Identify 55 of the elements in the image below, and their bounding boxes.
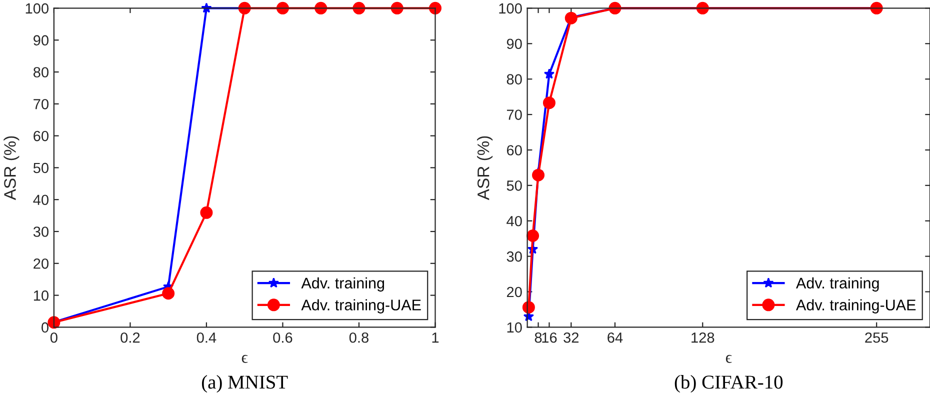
y-tick-label: 40 [506, 216, 522, 226]
y-tick-label: 80 [506, 74, 522, 84]
y-axis-title: ASR (%) [4, 136, 20, 200]
y-tick-label: 70 [34, 98, 49, 110]
y-tick-label: 10 [507, 322, 522, 333]
point [162, 287, 175, 300]
x-tick-label: 0.2 [120, 332, 140, 343]
point [542, 96, 556, 110]
point [526, 229, 540, 242]
y-tick-label: 20 [34, 258, 49, 269]
y-tick-label: 60 [34, 130, 49, 142]
text: (b) CIFAR-10 [674, 375, 783, 393]
point [532, 168, 545, 182]
x-tick-label: 64 [608, 332, 623, 343]
y-tick-label: 60 [506, 145, 522, 156]
x-tick-label: 0.6 [273, 332, 292, 343]
x-tick-label: 255 [865, 332, 888, 343]
y-tick-label: 10 [34, 290, 49, 301]
y-tick-label: 100 [499, 3, 522, 14]
legend-label: Adv. training-UAE [301, 299, 421, 314]
x-tick-label: 1 [432, 332, 439, 343]
point [428, 2, 442, 14]
x-tick-label: 0.8 [349, 332, 368, 343]
x-tick-label: 8 [534, 332, 542, 343]
x-tick-label: 16 [542, 332, 557, 343]
y-tick-label: 90 [34, 35, 49, 46]
y-tick-label: 70 [506, 110, 522, 120]
y-tick-label: 50 [506, 180, 522, 191]
y-tick-label: 80 [33, 67, 49, 78]
x-tick-label: 32 [564, 332, 579, 343]
point [314, 2, 328, 14]
point [352, 2, 366, 14]
y-axis-title: ASR (%) [477, 136, 493, 200]
x-tick-label: 0 [50, 332, 58, 343]
y-tick-label: 30 [33, 226, 49, 237]
point [390, 2, 404, 14]
legend-label: Adv. training [796, 277, 879, 292]
point [522, 301, 535, 314]
legend-label: Adv. training-UAE [796, 299, 916, 314]
x-tick-label: 128 [692, 332, 714, 343]
point [544, 68, 555, 79]
point [200, 206, 213, 219]
y-tick-label: 40 [33, 194, 49, 206]
y-tick-label: 0 [42, 322, 49, 333]
point [276, 2, 289, 14]
y-tick-label: 50 [33, 162, 49, 174]
y-tick-label: 30 [506, 251, 522, 262]
x-axis-title: ϵ [726, 354, 732, 363]
legend-label: Adv. training [301, 277, 384, 292]
text: (a) MNIST [202, 375, 288, 393]
y-tick-label: 100 [26, 3, 49, 14]
x-axis-title: ϵ [242, 354, 248, 363]
x-tick-label: 0.4 [196, 332, 216, 343]
y-tick-label: 20 [506, 286, 522, 298]
y-tick-label: 90 [506, 38, 522, 50]
